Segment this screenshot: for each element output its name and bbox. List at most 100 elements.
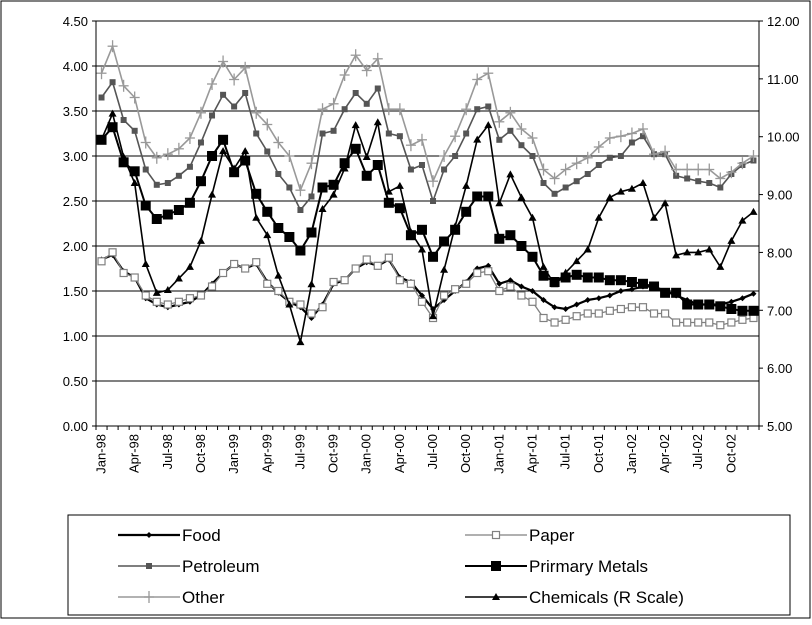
marker [146,563,152,569]
marker [107,40,118,53]
legend-box [67,514,791,616]
marker [583,309,592,318]
marker [406,279,416,288]
marker [450,130,461,143]
marker [174,274,183,282]
marker [628,286,635,293]
marker [628,139,635,146]
marker [672,251,681,259]
marker [119,152,128,160]
marker [251,188,262,199]
marker [144,591,154,603]
marker [439,236,450,247]
marker [240,61,251,74]
marker [339,158,350,169]
y-tick-label: 0.00 [63,419,88,434]
marker [528,297,537,306]
marker [572,257,581,265]
marker [461,103,472,116]
marker [550,318,559,327]
marker [140,200,151,211]
marker [550,280,559,288]
marker [362,255,371,264]
marker [451,285,460,294]
marker [163,286,172,294]
marker [593,272,604,283]
legend-label: Chemicals (R Scale) [529,588,684,607]
marker [560,272,571,283]
marker [637,278,648,289]
marker [173,142,184,155]
marker [517,193,526,201]
marker [395,181,404,189]
marker [616,304,625,314]
marker [682,163,693,176]
marker [738,216,747,224]
marker [230,164,239,172]
marker [363,100,370,107]
marker [660,287,671,298]
marker [351,121,360,129]
marker [118,157,129,168]
marker [306,157,317,170]
marker [328,179,339,190]
marker [605,306,614,315]
marker [220,91,227,98]
x-tick-label: Apr-02 [657,434,672,473]
series-line [100,80,754,212]
marker [129,166,140,177]
marker [418,292,425,299]
marker [394,203,405,214]
marker [241,264,250,273]
marker [529,153,536,159]
marker [450,224,461,235]
marker [186,163,193,170]
marker [118,79,129,92]
marker [141,291,150,300]
marker [218,268,228,278]
marker [242,90,249,96]
marker [307,309,316,318]
marker [683,318,692,327]
marker [649,309,659,318]
marker [549,172,560,185]
legend-label: Paper [529,526,575,545]
marker [430,198,437,204]
x-tick-label: Jul-00 [425,434,440,469]
marker [340,276,349,285]
marker [385,130,392,137]
marker [571,157,582,170]
marker [173,205,184,215]
marker [727,236,736,244]
marker [209,112,216,119]
marker [617,153,624,159]
marker [418,162,425,168]
marker [683,248,692,256]
legend-label: Prirmary Metals [529,557,648,576]
x-tick-label: Oct-98 [193,434,208,473]
marker [262,118,273,131]
marker [174,297,183,306]
marker [694,248,703,256]
x-tick-label: Oct-00 [458,434,473,473]
marker [748,305,759,316]
marker [739,295,746,302]
marker [705,245,714,253]
marker [308,193,315,200]
marker [340,164,349,172]
x-tick-label: Jan-02 [624,434,639,474]
marker [350,49,361,62]
legend-label: Other [182,588,225,607]
marker [649,148,660,161]
marker [606,292,613,299]
marker [561,315,570,324]
marker [594,309,603,318]
marker [473,268,482,278]
x-tick-label: Apr-01 [524,434,539,473]
legend-label: Food [182,526,221,545]
marker [706,180,713,186]
marker [417,297,427,306]
marker [141,260,150,267]
marker [231,103,238,110]
